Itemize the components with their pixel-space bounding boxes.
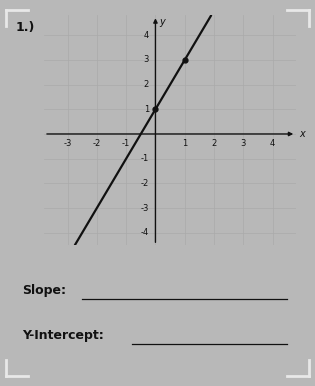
Text: -2: -2 [93, 139, 101, 148]
Text: 1.): 1.) [16, 21, 35, 34]
Text: 3: 3 [144, 56, 149, 64]
Text: -1: -1 [141, 154, 149, 163]
Text: -3: -3 [140, 203, 149, 213]
Text: 1: 1 [144, 105, 149, 114]
Text: Y-Intercept:: Y-Intercept: [22, 329, 104, 342]
Text: 4: 4 [144, 31, 149, 40]
Text: 1: 1 [182, 139, 187, 148]
Text: 3: 3 [241, 139, 246, 148]
Text: 2: 2 [144, 80, 149, 89]
Text: y: y [159, 17, 165, 27]
Text: -3: -3 [63, 139, 72, 148]
Text: -1: -1 [122, 139, 130, 148]
Text: -4: -4 [141, 228, 149, 237]
Text: 2: 2 [211, 139, 217, 148]
Text: -2: -2 [141, 179, 149, 188]
Text: x: x [299, 129, 305, 139]
Text: 4: 4 [270, 139, 275, 148]
Text: Slope:: Slope: [22, 284, 66, 297]
